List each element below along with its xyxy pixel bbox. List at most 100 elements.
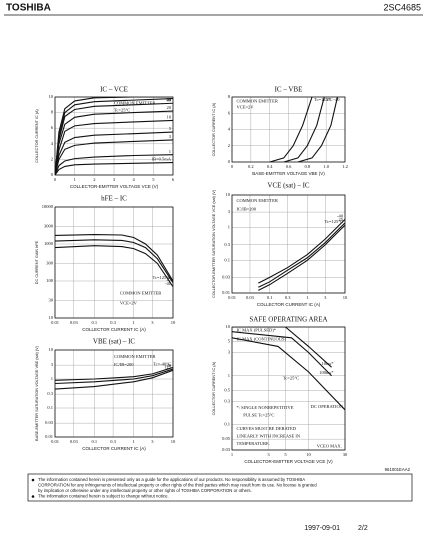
y-tick-label: 3 xyxy=(228,350,231,355)
disclaimer-line: The information contained herein is pres… xyxy=(38,477,305,482)
chart-panel: hFE – IC 0.01 0.03 0.1 0.3 1 3 10 10 30 100 300 1000… xyxy=(35,195,176,333)
curve-label: IB=0.5mA xyxy=(152,157,172,162)
x-tick-label: 3 xyxy=(267,452,270,457)
annotation: CURVES MUST BE DERATED xyxy=(237,426,297,431)
chart-title: VBE (sat) – IC xyxy=(93,338,136,346)
disclaimer-box xyxy=(27,473,413,502)
curve xyxy=(258,218,345,284)
x-tick-label: 10 xyxy=(343,295,348,300)
x-tick-label: 0.8 xyxy=(305,164,311,169)
x-axis-label: COLLECTOR CURRENT IC (A) xyxy=(257,302,321,307)
curve xyxy=(55,369,173,390)
curve-label: 25 xyxy=(167,363,172,368)
y-tick-label: 0.3 xyxy=(47,391,53,396)
curve-label: 5 xyxy=(169,126,172,131)
y-tick-label: 5 xyxy=(228,339,231,344)
disclaimer-line: by implication or otherwise under any in… xyxy=(38,488,252,493)
x-tick-label: 0.03 xyxy=(70,439,79,444)
x-tick-label: 1.0 xyxy=(323,164,329,169)
y-tick-label: 3 xyxy=(228,209,231,214)
x-axis-label: COLLECTOR-EMITTER VOLTAGE VCE (V) xyxy=(70,184,159,189)
chart-title: VCE (sat) – IC xyxy=(267,182,310,190)
chart-panel: SAFE OPERATING AREA 1 3 5 10 30 0.03 0.05 0.1 0.3… xyxy=(212,316,348,465)
annotation: TEMPERATURE. xyxy=(237,441,270,446)
x-tick-label: 0.3 xyxy=(285,295,291,300)
annotation: IC MAX (CONTINUOUS) xyxy=(237,336,287,341)
part-number: 2SC4685 xyxy=(383,2,421,12)
annotation: Tc=25°C xyxy=(283,376,299,381)
y-tick-label: 3 xyxy=(51,362,54,367)
y-tick-label: 8 xyxy=(51,110,54,115)
y-tick-label: 10 xyxy=(226,324,231,329)
y-tick-label: 1 xyxy=(228,225,230,230)
y-tick-label: 1 xyxy=(51,376,53,381)
y-tick-label: 0.3 xyxy=(224,242,230,247)
chart-title: IC – VBE xyxy=(275,86,303,94)
y-tick-label: 0.5 xyxy=(224,387,230,392)
curve xyxy=(258,224,345,291)
x-tick-label: 1 xyxy=(231,452,233,457)
curve xyxy=(232,327,332,368)
curve-label: Tc=125°C xyxy=(152,275,171,280)
doc-code: 961001EAA2 xyxy=(385,467,411,472)
curve-label: 1 xyxy=(169,149,171,154)
x-tick-label: 0.6 xyxy=(286,164,292,169)
curve-label: -40 xyxy=(337,213,344,218)
y-tick-label: 4 xyxy=(51,141,54,146)
curve xyxy=(55,131,173,175)
annotation: COMMON EMITTER xyxy=(114,100,155,105)
y-tick-label: 10000 xyxy=(42,204,54,209)
curve-label: 40 xyxy=(167,97,172,102)
curve xyxy=(283,97,325,162)
x-tick-label: 0.03 xyxy=(70,320,79,325)
curve xyxy=(297,97,339,162)
annotation: IC MAX (PULSED)* xyxy=(237,328,277,333)
annotation: IC/IB=200 xyxy=(114,362,134,367)
curve-label: 25 xyxy=(167,277,172,282)
date: 1997-09-01 xyxy=(304,525,340,532)
annotation: *: SINGLE NONREPETITIVE xyxy=(237,405,294,410)
curve xyxy=(258,222,345,288)
curve xyxy=(55,239,173,283)
annotation: IC/IB=200 xyxy=(237,207,257,212)
y-tick-label: 0.1 xyxy=(224,257,230,262)
x-axis-label: COLLECTOR CURRENT IC (A) xyxy=(82,327,146,332)
x-tick-label: 3 xyxy=(151,320,154,325)
y-tick-label: 1 xyxy=(228,373,230,378)
x-tick-label: 0.3 xyxy=(110,439,116,444)
annotation: COMMON EMITTER xyxy=(120,291,161,296)
y-tick-label: 3000 xyxy=(44,223,54,228)
curve xyxy=(55,119,173,175)
chart-panel: IC – VBE 0 0.2 0.4 0.6 0.8 1.0 1.2 0 2 4 6 8 BASE-EMI… xyxy=(212,86,348,177)
x-tick-label: 0.03 xyxy=(246,295,255,300)
curve-label: 20 xyxy=(167,105,172,110)
x-tick-label: 0 xyxy=(231,164,234,169)
y-axis-label: COLLECTOR CURRENT IC (A) xyxy=(212,361,216,415)
curve-label: 25 xyxy=(326,97,331,102)
y-tick-label: 0.1 xyxy=(47,405,53,410)
curve xyxy=(232,331,332,377)
annotation: VCE=2V xyxy=(237,104,255,109)
annotation: VCE=2V xyxy=(120,301,138,306)
y-tick-label: 10 xyxy=(49,347,54,352)
y-tick-label: 0.05 xyxy=(222,436,231,441)
x-tick-label: 1 xyxy=(306,295,308,300)
curve-label: DC OPERATION xyxy=(311,404,344,409)
x-tick-label: 3 xyxy=(151,439,154,444)
x-tick-label: 6 xyxy=(172,177,175,182)
x-tick-label: 5 xyxy=(284,452,287,457)
x-axis-label: BASE-EMITTER VOLTAGE VBE (V) xyxy=(252,171,325,176)
x-tick-label: 5 xyxy=(152,177,155,182)
plot-frame xyxy=(231,96,346,163)
x-tick-label: 2 xyxy=(93,177,95,182)
y-axis-label: BASE-EMITTER SATURATION VOLTAGE VBE (sat… xyxy=(35,345,39,441)
curve-label: -40 xyxy=(333,97,340,102)
y-tick-label: 2 xyxy=(51,156,53,161)
curve-label: 10ms* xyxy=(322,361,335,366)
x-tick-label: 1 xyxy=(74,177,76,182)
y-tick-label: 2 xyxy=(228,143,230,148)
annotation: COMMON EMITTER xyxy=(237,99,278,104)
y-tick-label: 0.03 xyxy=(222,274,231,279)
y-tick-label: 6 xyxy=(228,110,231,115)
